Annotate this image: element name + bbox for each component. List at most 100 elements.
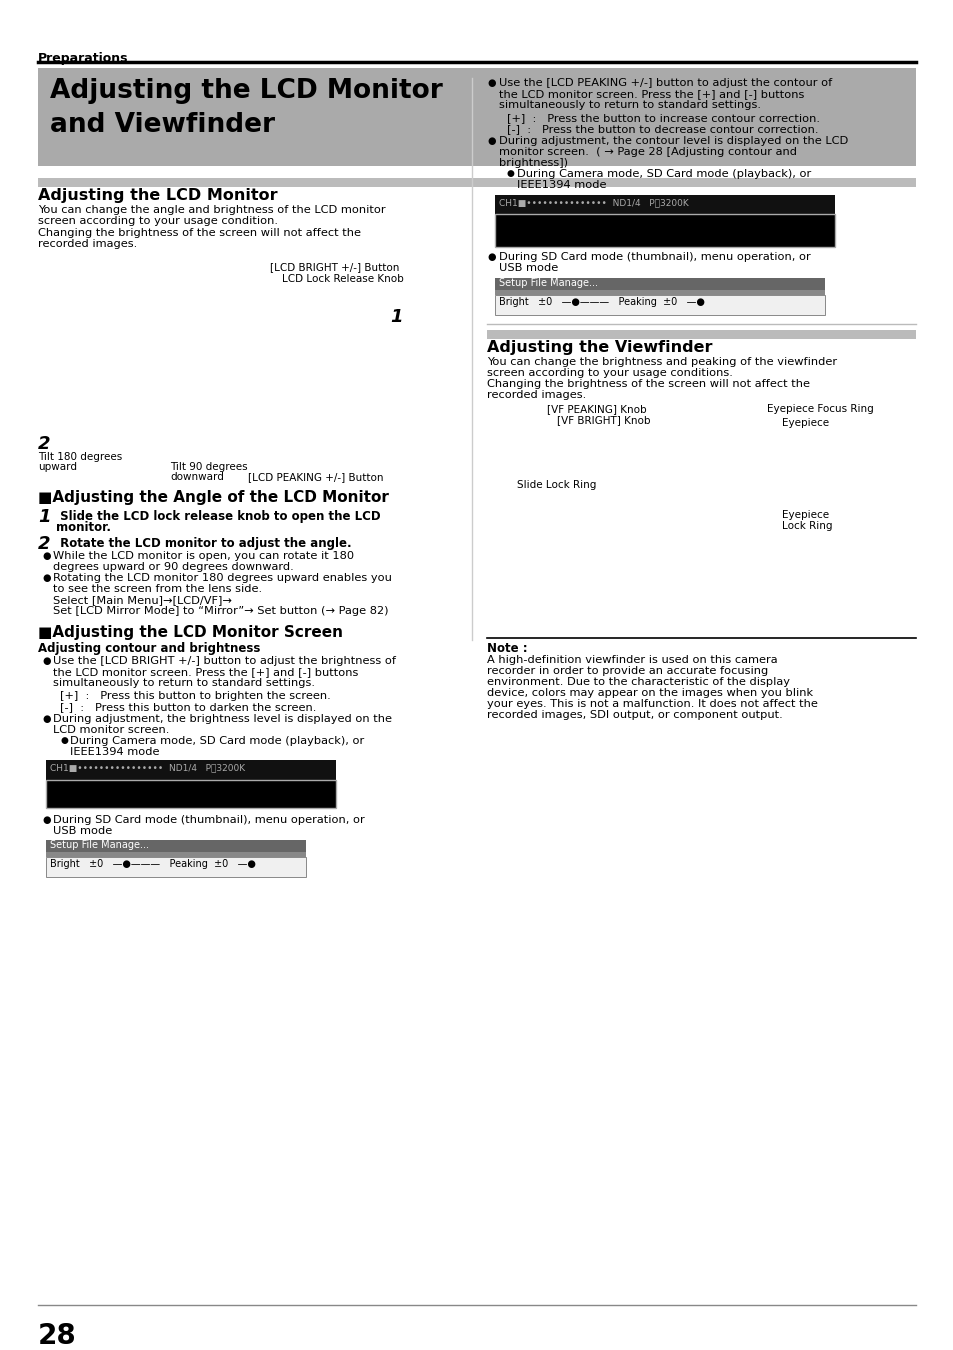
- Text: 1: 1: [390, 308, 402, 325]
- Bar: [486, 329, 915, 339]
- Text: Adjusting the LCD Monitor: Adjusting the LCD Monitor: [50, 78, 442, 104]
- Text: Setup File Manage...: Setup File Manage...: [50, 840, 149, 850]
- Text: Set [LCD Mirror Mode] to “Mirror”→ Set button (→ Page 82): Set [LCD Mirror Mode] to “Mirror”→ Set b…: [53, 606, 388, 616]
- Bar: [495, 215, 834, 247]
- Text: the LCD monitor screen. Press the [+] and [-] buttons: the LCD monitor screen. Press the [+] an…: [53, 667, 358, 676]
- Text: During Camera mode, SD Card mode (playback), or: During Camera mode, SD Card mode (playba…: [517, 169, 810, 180]
- Text: You can change the brightness and peaking of the viewfinder: You can change the brightness and peakin…: [486, 356, 836, 367]
- Bar: [38, 68, 915, 166]
- Text: monitor screen.  ( → Page 28 [Adjusting contour and: monitor screen. ( → Page 28 [Adjusting c…: [498, 147, 796, 157]
- Bar: [495, 296, 824, 315]
- Text: USB mode: USB mode: [53, 826, 112, 836]
- Text: Note :: Note :: [486, 643, 527, 655]
- Text: ●: ●: [60, 736, 68, 745]
- Bar: [495, 290, 824, 296]
- Text: Rotate the LCD monitor to adjust the angle.: Rotate the LCD monitor to adjust the ang…: [56, 537, 352, 549]
- Text: [+]  :   Press this button to brighten the screen.: [+] : Press this button to brighten the …: [60, 691, 331, 701]
- Text: Bright   ±0   —●———   Peaking  ±0   —●: Bright ±0 —●——— Peaking ±0 —●: [498, 297, 704, 306]
- Text: During adjustment, the brightness level is displayed on the: During adjustment, the brightness level …: [53, 714, 392, 724]
- Text: screen according to your usage condition.: screen according to your usage condition…: [38, 216, 277, 225]
- Text: Setup File Manage...: Setup File Manage...: [498, 278, 598, 288]
- Text: Eyepiece: Eyepiece: [781, 510, 828, 520]
- Text: Tilt 180 degrees: Tilt 180 degrees: [38, 452, 122, 462]
- Text: IEEE1394 mode: IEEE1394 mode: [517, 180, 606, 190]
- Bar: [46, 760, 335, 809]
- Text: recorded images.: recorded images.: [38, 239, 137, 248]
- Text: ■Adjusting the LCD Monitor Screen: ■Adjusting the LCD Monitor Screen: [38, 625, 343, 640]
- Text: Adjusting contour and brightness: Adjusting contour and brightness: [38, 643, 260, 655]
- Text: monitor.: monitor.: [56, 521, 111, 535]
- Text: Adjusting the LCD Monitor: Adjusting the LCD Monitor: [38, 188, 277, 202]
- Text: ●: ●: [486, 78, 495, 88]
- Text: ●: ●: [42, 551, 51, 562]
- Text: During SD Card mode (thumbnail), menu operation, or: During SD Card mode (thumbnail), menu op…: [53, 815, 364, 825]
- Text: During adjustment, the contour level is displayed on the LCD: During adjustment, the contour level is …: [498, 136, 847, 146]
- Text: Tilt 90 degrees: Tilt 90 degrees: [170, 462, 248, 472]
- Text: and Viewfinder: and Viewfinder: [50, 112, 274, 138]
- Text: Adjusting the Viewfinder: Adjusting the Viewfinder: [486, 340, 712, 355]
- Text: [-]  :   Press this button to darken the screen.: [-] : Press this button to darken the sc…: [60, 702, 316, 711]
- Bar: [46, 840, 306, 852]
- Text: your eyes. This is not a malfunction. It does not affect the: your eyes. This is not a malfunction. It…: [486, 699, 817, 709]
- Text: LCD monitor screen.: LCD monitor screen.: [53, 725, 170, 734]
- Text: simultaneously to return to standard settings.: simultaneously to return to standard set…: [53, 678, 314, 688]
- Text: IEEE1394 mode: IEEE1394 mode: [70, 747, 159, 757]
- Text: Eyepiece Focus Ring: Eyepiece Focus Ring: [766, 404, 873, 414]
- Bar: [46, 780, 335, 809]
- Text: Preparations: Preparations: [38, 53, 129, 65]
- Bar: [495, 278, 824, 290]
- Text: ●: ●: [42, 656, 51, 666]
- Text: [-]  :   Press the button to decrease contour correction.: [-] : Press the button to decrease conto…: [506, 124, 818, 134]
- Text: You can change the angle and brightness of the LCD monitor: You can change the angle and brightness …: [38, 205, 385, 215]
- Text: Changing the brightness of the screen will not affect the: Changing the brightness of the screen wi…: [486, 379, 809, 389]
- Text: BRIGHT  ±0: BRIGHT ±0: [52, 783, 168, 801]
- Text: LCD Lock Release Knob: LCD Lock Release Knob: [282, 274, 403, 284]
- Text: PEAKING  ±0: PEAKING ±0: [500, 217, 630, 235]
- Bar: [495, 194, 834, 247]
- Text: environment. Due to the characteristic of the display: environment. Due to the characteristic o…: [486, 676, 789, 687]
- Text: Slide the LCD lock release knob to open the LCD: Slide the LCD lock release knob to open …: [56, 510, 380, 522]
- Text: [VF BRIGHT] Knob: [VF BRIGHT] Knob: [557, 414, 650, 425]
- Text: A high-definition viewfinder is used on this camera: A high-definition viewfinder is used on …: [486, 655, 777, 666]
- Text: upward: upward: [38, 462, 77, 472]
- Text: [LCD BRIGHT +/-] Button: [LCD BRIGHT +/-] Button: [270, 262, 399, 271]
- Text: 28: 28: [38, 1322, 76, 1350]
- Text: the LCD monitor screen. Press the [+] and [-] buttons: the LCD monitor screen. Press the [+] an…: [498, 89, 803, 99]
- Text: recorder in order to provide an accurate focusing: recorder in order to provide an accurate…: [486, 666, 767, 676]
- Bar: [46, 852, 306, 857]
- Text: ●: ●: [506, 169, 515, 178]
- Text: ●: ●: [42, 572, 51, 583]
- Text: Eyepiece: Eyepiece: [781, 418, 828, 428]
- Text: downward: downward: [170, 472, 224, 482]
- Bar: [46, 857, 306, 878]
- Text: recorded images, SDI output, or component output.: recorded images, SDI output, or componen…: [486, 710, 781, 720]
- Text: Select [Main Menu]→[LCD/VF]→: Select [Main Menu]→[LCD/VF]→: [53, 595, 232, 605]
- Text: ●: ●: [42, 815, 51, 825]
- Text: CH1■•••••••••••••••  ND1/4   P　3200K: CH1■••••••••••••••• ND1/4 P 3200K: [498, 198, 688, 207]
- Text: [+]  :   Press the button to increase contour correction.: [+] : Press the button to increase conto…: [506, 113, 820, 123]
- Text: device, colors may appear on the images when you blink: device, colors may appear on the images …: [486, 688, 812, 698]
- Text: During Camera mode, SD Card mode (playback), or: During Camera mode, SD Card mode (playba…: [70, 736, 364, 747]
- Text: [LCD PEAKING +/-] Button: [LCD PEAKING +/-] Button: [248, 472, 383, 482]
- Text: Use the [LCD BRIGHT +/-] button to adjust the brightness of: Use the [LCD BRIGHT +/-] button to adjus…: [53, 656, 395, 666]
- Text: Rotating the LCD monitor 180 degrees upward enables you: Rotating the LCD monitor 180 degrees upw…: [53, 572, 392, 583]
- Text: degrees upward or 90 degrees downward.: degrees upward or 90 degrees downward.: [53, 562, 294, 572]
- Text: 2: 2: [38, 435, 51, 454]
- Text: simultaneously to return to standard settings.: simultaneously to return to standard set…: [498, 100, 760, 109]
- Text: ■Adjusting the Angle of the LCD Monitor: ■Adjusting the Angle of the LCD Monitor: [38, 490, 389, 505]
- Text: 2: 2: [38, 535, 51, 554]
- Text: to see the screen from the lens side.: to see the screen from the lens side.: [53, 585, 262, 594]
- Text: During SD Card mode (thumbnail), menu operation, or: During SD Card mode (thumbnail), menu op…: [498, 252, 810, 262]
- Text: Slide Lock Ring: Slide Lock Ring: [517, 481, 596, 490]
- Text: Lock Ring: Lock Ring: [781, 521, 832, 531]
- Text: Use the [LCD PEAKING +/-] button to adjust the contour of: Use the [LCD PEAKING +/-] button to adju…: [498, 78, 831, 88]
- Bar: [38, 178, 915, 188]
- Text: [VF PEAKING] Knob: [VF PEAKING] Knob: [546, 404, 646, 414]
- Text: screen according to your usage conditions.: screen according to your usage condition…: [486, 369, 732, 378]
- Text: ●: ●: [42, 714, 51, 724]
- Text: ••••●•••••: ••••●•••••: [616, 221, 697, 234]
- Text: ••••••●•••••: ••••••●•••••: [157, 787, 253, 801]
- Text: Bright   ±0   —●———   Peaking  ±0   —●: Bright ±0 —●——— Peaking ±0 —●: [50, 859, 255, 869]
- Text: CH1■••••••••••••••••  ND1/4   P　3200K: CH1■•••••••••••••••• ND1/4 P 3200K: [50, 763, 245, 772]
- Text: Changing the brightness of the screen will not affect the: Changing the brightness of the screen wi…: [38, 228, 360, 238]
